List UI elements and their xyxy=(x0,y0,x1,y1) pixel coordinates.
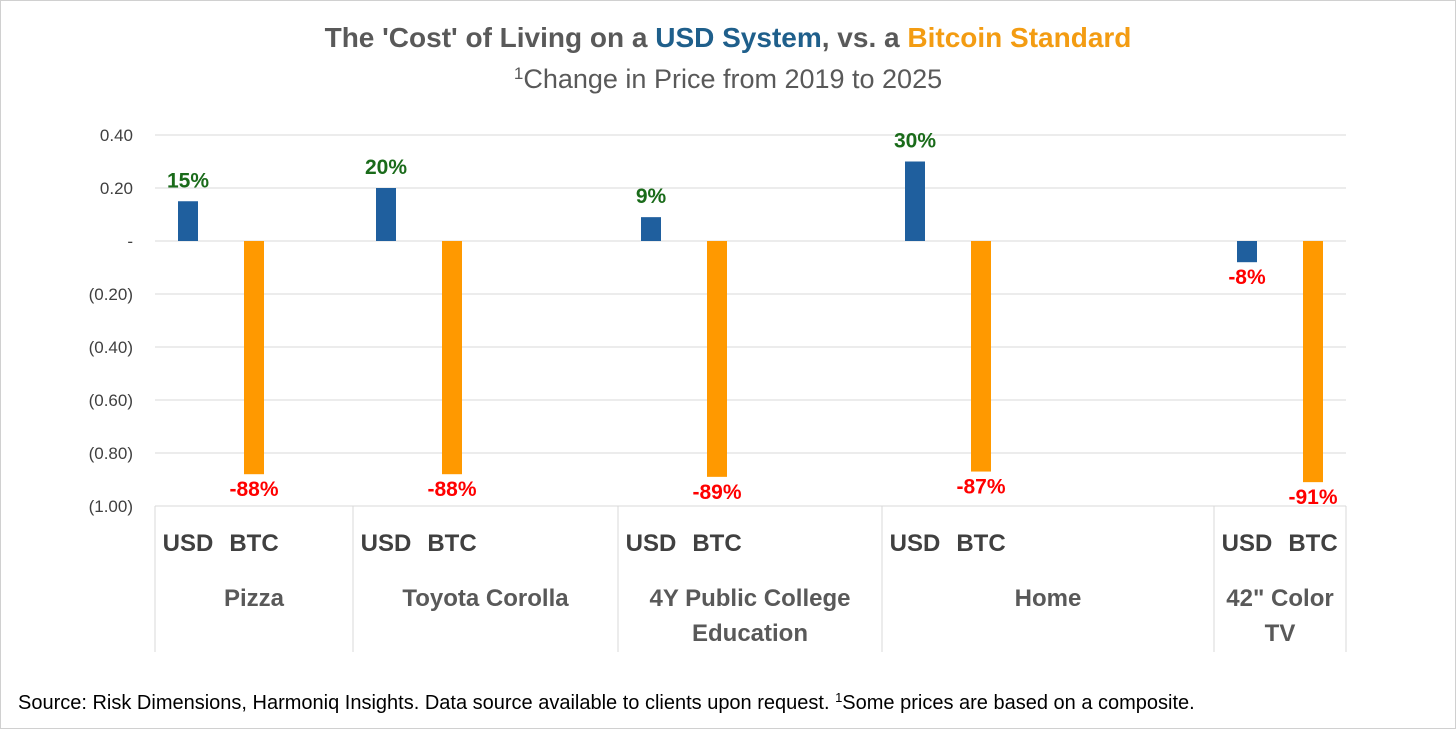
usd-data-label: 20% xyxy=(365,156,407,179)
usd-data-label: 15% xyxy=(167,169,209,192)
category-label: Home xyxy=(1015,585,1082,612)
y-tick-label: (0.20) xyxy=(89,285,133,304)
y-tick-label: 0.40 xyxy=(100,126,133,145)
category-label: Toyota Corolla xyxy=(402,585,569,612)
subtitle-footnote-marker: 1 xyxy=(513,64,524,83)
btc-bar xyxy=(707,241,727,477)
y-tick-label: 0.20 xyxy=(100,179,133,198)
title-btc: Bitcoin Standard xyxy=(907,22,1132,53)
usd-data-label: 30% xyxy=(894,130,936,153)
btc-data-label: -88% xyxy=(229,478,278,501)
source-footnote-marker: 1 xyxy=(835,690,843,705)
usd-axis-label: USD xyxy=(361,530,412,557)
source-text: Source: Risk Dimensions, Harmoniq Insigh… xyxy=(18,692,836,714)
btc-data-label: -88% xyxy=(427,478,476,501)
btc-axis-label: BTC xyxy=(229,530,278,557)
btc-bar xyxy=(244,241,264,475)
btc-axis-label: BTC xyxy=(427,530,476,557)
chart-title: The 'Cost' of Living on a USD System, vs… xyxy=(0,22,1456,54)
category-label: 42" Color xyxy=(1226,585,1333,612)
usd-data-label: -8% xyxy=(1228,266,1266,289)
btc-axis-label: BTC xyxy=(956,530,1005,557)
btc-bar xyxy=(1303,241,1323,483)
usd-bar xyxy=(905,161,925,241)
btc-bar xyxy=(971,241,991,472)
btc-data-label: -87% xyxy=(956,476,1005,499)
btc-axis-label: BTC xyxy=(1288,530,1337,557)
title-middle: , vs. a xyxy=(821,22,908,53)
y-tick-label: (1.00) xyxy=(89,497,133,516)
btc-bar xyxy=(442,241,462,475)
y-tick-label: (0.40) xyxy=(89,338,133,357)
usd-axis-label: USD xyxy=(890,530,941,557)
usd-bar xyxy=(178,201,198,241)
y-tick-label: (0.80) xyxy=(89,444,133,463)
usd-bar xyxy=(641,217,661,241)
usd-data-label: 9% xyxy=(636,185,667,208)
usd-axis-label: USD xyxy=(1222,530,1273,557)
btc-data-label: -91% xyxy=(1288,486,1337,509)
source-composite-note: Some prices are based on a composite. xyxy=(842,692,1195,714)
chart-subtitle: 1Change in Price from 2019 to 2025 xyxy=(0,64,1456,95)
btc-axis-label: BTC xyxy=(692,530,741,557)
category-label: 4Y Public College xyxy=(650,585,851,612)
category-label: TV xyxy=(1265,620,1296,647)
usd-axis-label: USD xyxy=(626,530,677,557)
title-prefix: The 'Cost' of Living on a xyxy=(324,22,656,53)
usd-bar xyxy=(376,188,396,241)
category-label: Education xyxy=(692,620,808,647)
usd-axis-label: USD xyxy=(163,530,214,557)
category-label: Pizza xyxy=(224,585,285,612)
btc-data-label: -89% xyxy=(692,481,741,504)
y-tick-label: (0.60) xyxy=(89,391,133,410)
source-note: Source: Risk Dimensions, Harmoniq Insigh… xyxy=(18,690,1195,715)
y-tick-label: - xyxy=(127,232,133,251)
title-usd: USD System xyxy=(655,22,822,53)
subtitle-text: Change in Price from 2019 to 2025 xyxy=(523,64,943,94)
usd-bar xyxy=(1237,241,1257,263)
